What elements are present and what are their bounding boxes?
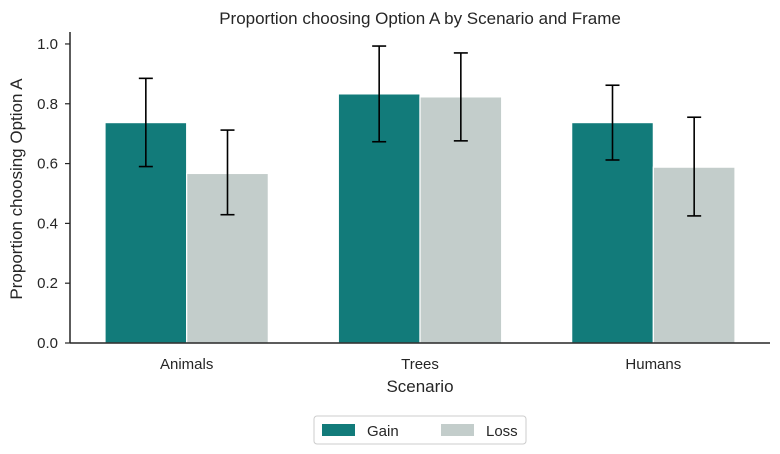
y-tick-label: 0.2 <box>37 275 58 292</box>
y-tick-label: 0.6 <box>37 156 58 173</box>
x-ticks: Animals Trees Humans <box>160 356 681 373</box>
bars-layer <box>104 93 736 344</box>
y-tick-label: 0.0 <box>37 335 58 352</box>
y-tick-label: 0.4 <box>37 215 58 232</box>
error-bars-layer <box>138 45 702 217</box>
legend-frame <box>313 415 527 445</box>
x-tick-label-trees: Trees <box>401 356 439 373</box>
x-tick-label-humans: Humans <box>625 356 681 373</box>
legend-label: Loss <box>486 423 518 440</box>
legend-swatch <box>441 424 474 436</box>
error-bar-gain-trees <box>372 45 387 143</box>
error-bar-gain-humans <box>605 84 620 161</box>
y-axis-label: Proportion choosing Option A <box>7 78 26 300</box>
legend-item-gain: Gain <box>322 423 399 440</box>
chart-title: Proportion choosing Option A by Scenario… <box>219 9 621 28</box>
legend-swatch <box>322 424 355 436</box>
x-axis-label: Scenario <box>386 377 453 396</box>
y-ticks: 0.0 0.2 0.4 0.6 0.8 1.0 <box>37 36 70 352</box>
error-bar-loss-trees <box>453 52 468 142</box>
error-bar-loss-humans <box>687 116 702 217</box>
error-bar-loss-animals <box>220 129 235 216</box>
legend: Gain Loss <box>313 415 527 445</box>
legend-items: Gain Loss <box>322 423 518 440</box>
y-tick-label: 0.8 <box>37 96 58 113</box>
legend-item-loss: Loss <box>441 423 518 440</box>
error-bar-gain-animals <box>138 77 153 168</box>
legend-label: Gain <box>367 423 399 440</box>
x-tick-label-animals: Animals <box>160 356 213 373</box>
y-tick-label: 1.0 <box>37 36 58 53</box>
